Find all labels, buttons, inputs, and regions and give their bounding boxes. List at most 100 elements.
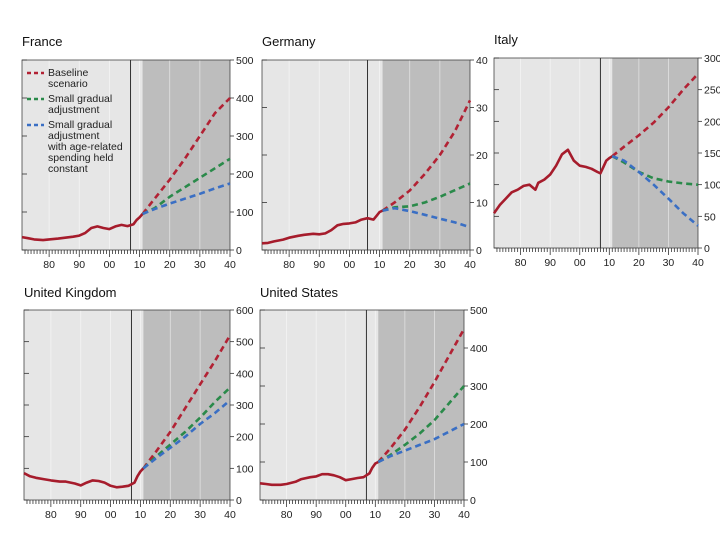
history-debt-line	[492, 148, 613, 214]
y-tick-label: 100	[470, 457, 488, 469]
y-tick-label: 300	[470, 381, 488, 393]
y-tick-label: 200	[704, 116, 720, 128]
legend-label: Baseline	[48, 67, 88, 79]
x-tick-label: 10	[374, 259, 386, 271]
x-tick-label: 30	[663, 257, 675, 269]
y-tick-label: 100	[236, 207, 254, 219]
x-tick-label: 80	[281, 509, 293, 521]
x-tick-label: 30	[429, 509, 441, 521]
series-small_gradual	[611, 155, 699, 186]
series-age_related	[142, 399, 231, 470]
x-tick-label: 90	[310, 509, 322, 521]
panel-title: United States	[260, 285, 339, 300]
y-tick-label: 0	[476, 245, 482, 257]
legend-label: Small gradual	[48, 93, 112, 105]
y-tick-label: 500	[236, 55, 254, 67]
projection-shade	[382, 60, 470, 250]
x-tick-label: 10	[134, 259, 146, 271]
x-tick-label: 00	[104, 259, 116, 271]
panel-united-kingdom: United Kingdom 80 90 00 10 20 30 400 100 200 300 40…	[23, 285, 254, 521]
x-tick-label: 80	[515, 257, 527, 269]
x-tick-label: 40	[692, 257, 704, 269]
x-tick-label: 40	[464, 259, 476, 271]
x-tick-label: 40	[224, 509, 236, 521]
y-tick-label: 100	[704, 180, 720, 192]
y-tick-label: 400	[236, 93, 254, 105]
history-debt-line	[259, 460, 379, 487]
y-tick-label: 0	[470, 495, 476, 507]
x-tick-label: 00	[344, 259, 356, 271]
projection-shade	[143, 310, 230, 500]
series-age_related	[377, 422, 465, 464]
y-tick-label: 40	[476, 55, 488, 67]
y-tick-label: 300	[704, 53, 720, 65]
y-tick-label: 50	[704, 211, 716, 223]
panel-title: Germany	[262, 34, 316, 49]
x-tick-label: 20	[399, 509, 411, 521]
y-tick-label: 500	[236, 337, 254, 349]
panel-title: Italy	[494, 32, 518, 47]
history-debt-line	[21, 213, 144, 242]
x-tick-label: 30	[194, 509, 206, 521]
panel-united-states: United States 80 90 00 10 20 30 400 100 200 300 400…	[259, 285, 488, 521]
y-tick-label: 20	[476, 150, 488, 162]
series-age_related	[611, 154, 699, 227]
y-tick-label: 0	[704, 243, 710, 255]
x-tick-label: 90	[313, 259, 325, 271]
y-tick-label: 400	[236, 368, 254, 380]
panel-title: United Kingdom	[24, 285, 117, 300]
x-tick-label: 20	[164, 259, 176, 271]
series-age_related	[142, 182, 231, 216]
y-tick-label: 150	[704, 148, 720, 160]
x-tick-label: 20	[404, 259, 416, 271]
x-tick-label: 90	[75, 509, 87, 521]
x-tick-label: 80	[283, 259, 295, 271]
x-tick-label: 40	[458, 509, 470, 521]
series-baseline	[381, 99, 472, 212]
y-tick-label: 200	[470, 419, 488, 431]
x-tick-label: 10	[135, 509, 147, 521]
series-small_gradual	[142, 386, 231, 470]
legend-label: with age-related	[47, 141, 123, 153]
x-tick-label: 00	[105, 509, 117, 521]
x-tick-label: 90	[73, 259, 85, 271]
series-baseline	[141, 97, 231, 215]
x-tick-label: 00	[340, 509, 352, 521]
panel-title: France	[22, 34, 62, 49]
series-age_related	[382, 206, 471, 229]
plot-frame	[21, 59, 231, 251]
y-tick-label: 250	[704, 85, 720, 97]
y-tick-label: 600	[236, 305, 254, 317]
history-debt-line	[23, 467, 145, 489]
x-tick-label: 30	[194, 259, 206, 271]
y-tick-label: 100	[236, 463, 254, 475]
y-tick-label: 400	[470, 343, 488, 355]
x-tick-label: 00	[574, 257, 586, 269]
legend-label: Small gradual	[48, 119, 112, 131]
x-tick-label: 80	[43, 259, 55, 271]
panel-italy: Italy 80 90 00 10 20 30 400 50 100 150 200 250 300	[492, 32, 720, 269]
x-tick-label: 20	[164, 509, 176, 521]
y-tick-label: 10	[476, 198, 488, 210]
x-tick-label: 90	[544, 257, 556, 269]
series-baseline	[142, 334, 232, 470]
history-debt-line	[261, 209, 384, 245]
y-tick-label: 200	[236, 169, 254, 181]
legend-label: adjustment	[48, 104, 99, 116]
legend-label: constant	[48, 163, 88, 175]
legend-label: scenario	[48, 78, 88, 90]
plot-frame	[259, 309, 465, 501]
y-tick-label: 200	[236, 432, 254, 444]
y-tick-label: 30	[476, 103, 488, 115]
y-tick-label: 300	[236, 400, 254, 412]
panel-france: France 80 90 00 10 20 30 400 100 200 300 400 500 Base…	[21, 34, 254, 271]
projection-shade	[612, 58, 698, 248]
y-tick-label: 300	[236, 131, 254, 143]
series-baseline	[611, 72, 699, 158]
x-tick-label: 40	[224, 259, 236, 271]
